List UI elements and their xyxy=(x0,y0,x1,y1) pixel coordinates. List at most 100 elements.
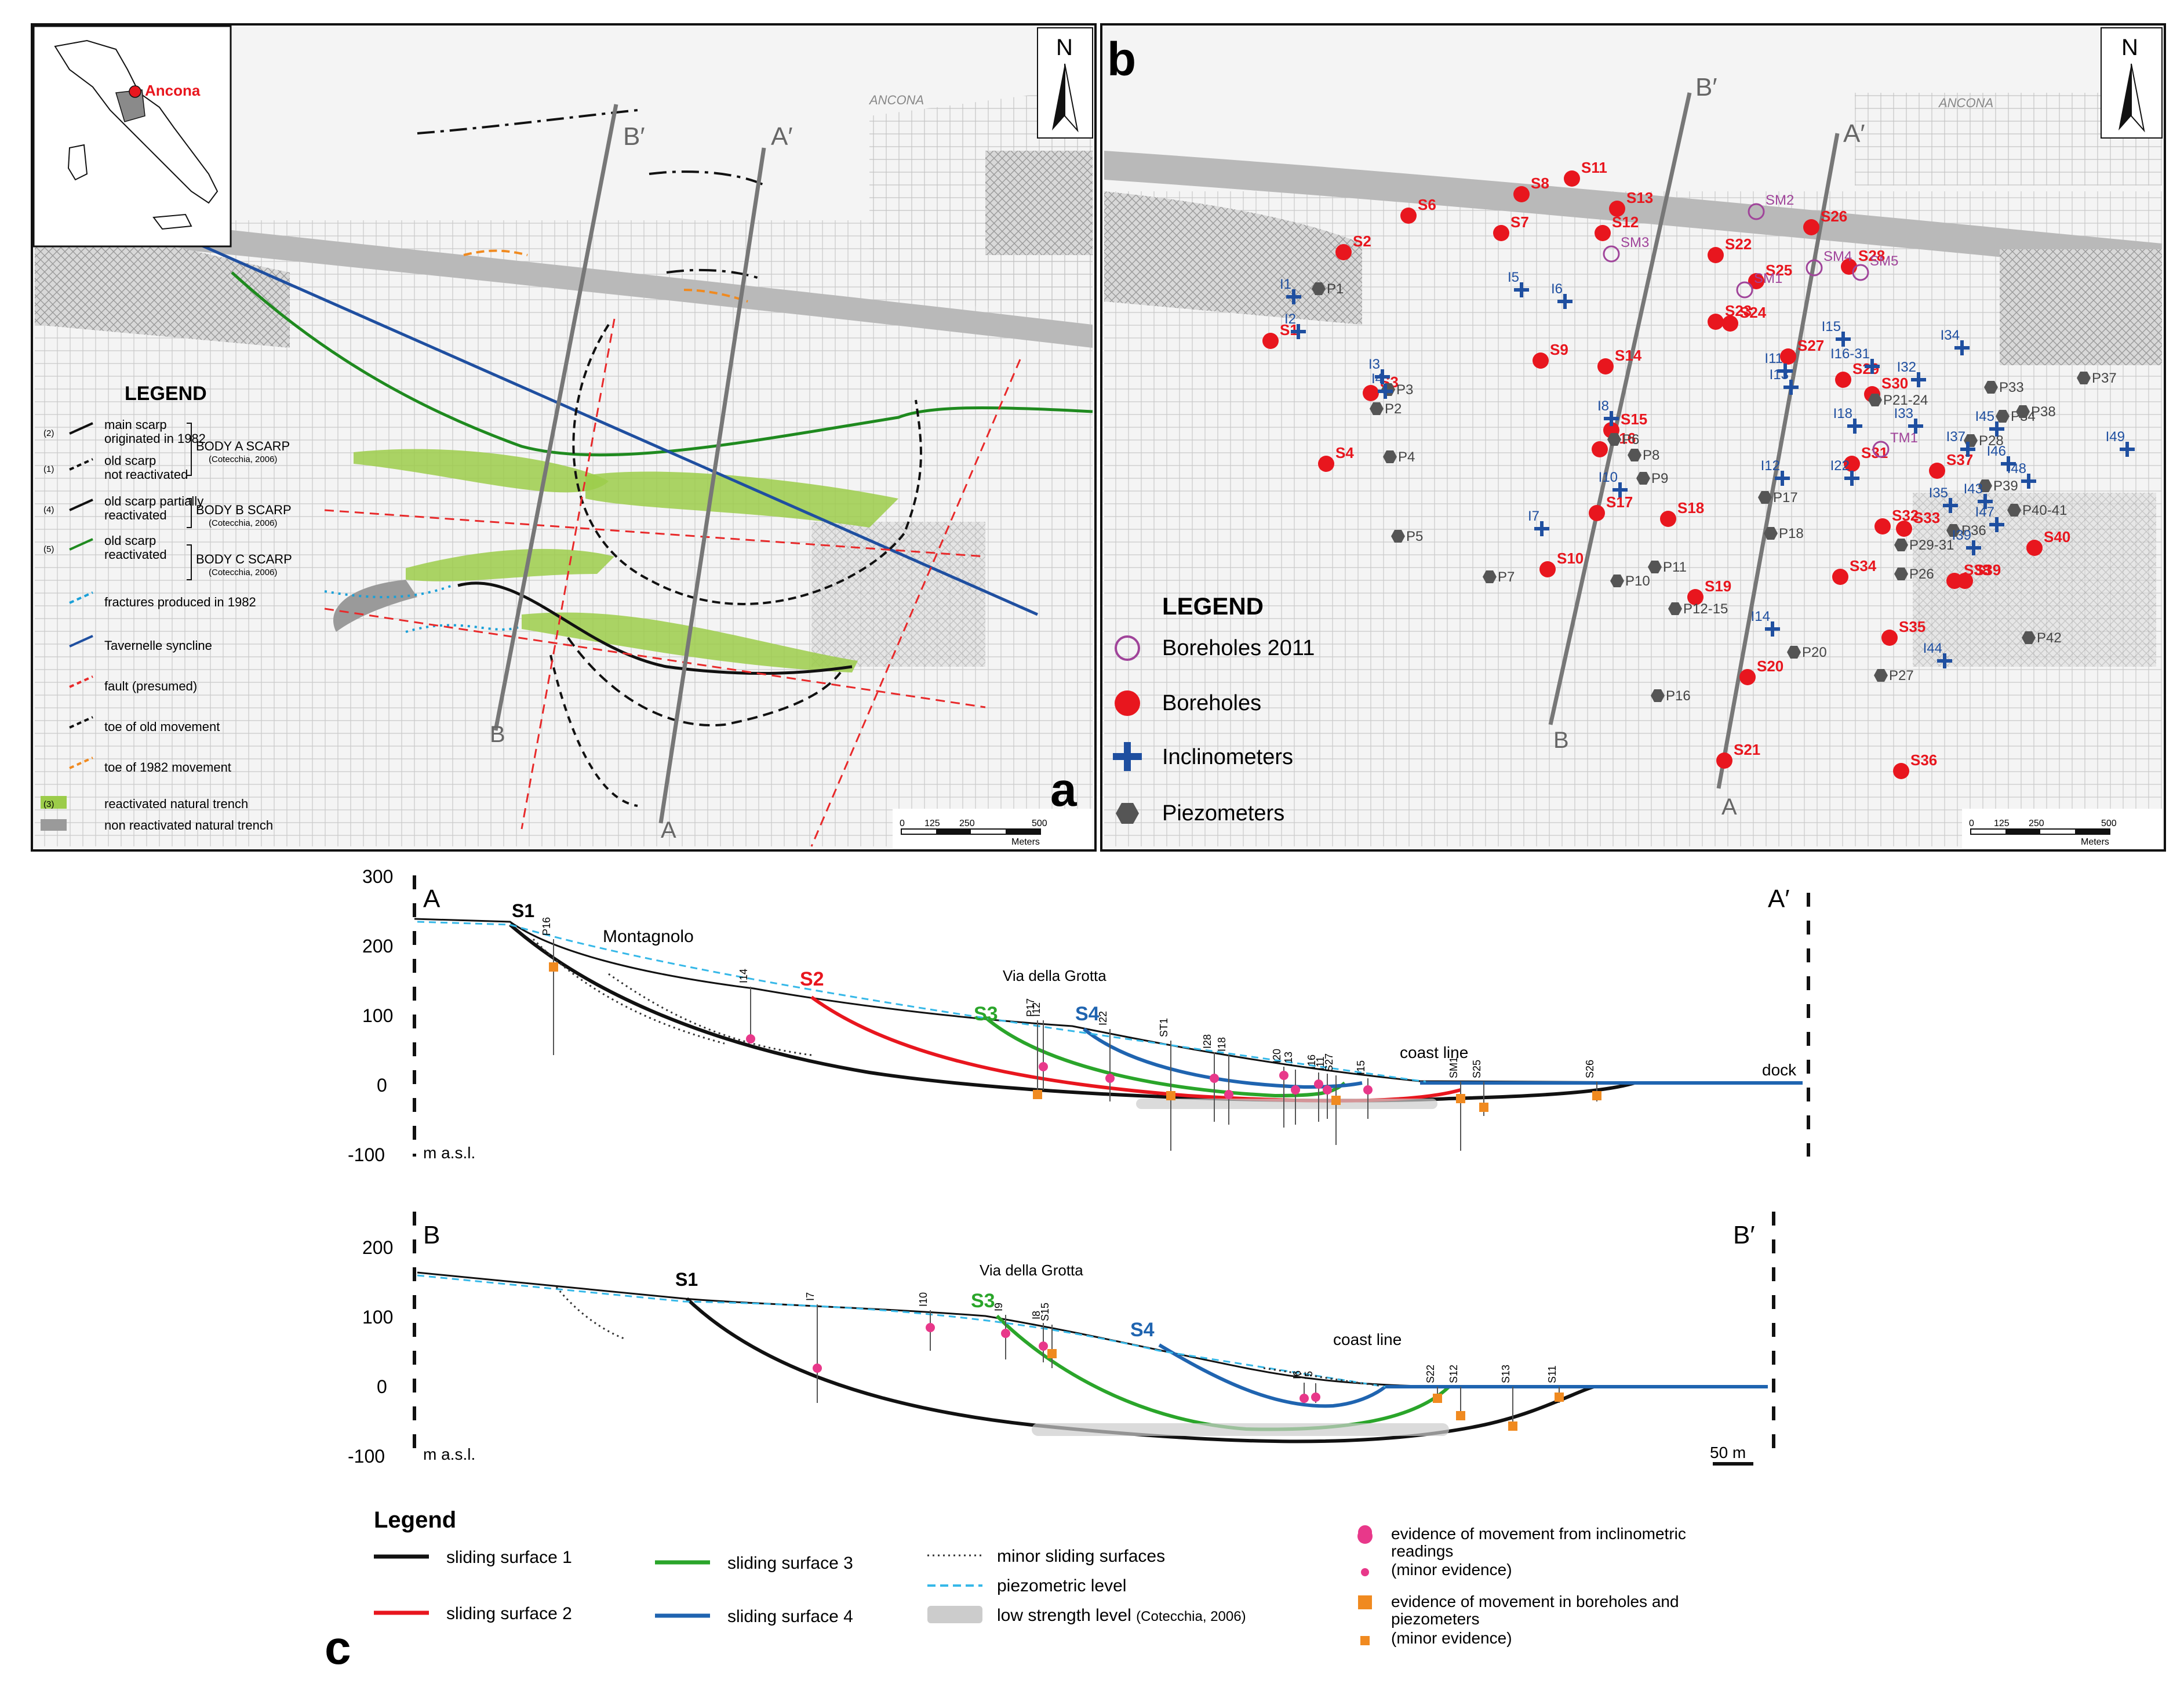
inclinometer-marker xyxy=(2021,474,2036,489)
piezometer-label: P6 xyxy=(1622,432,1639,448)
inclinometer-label: I46 xyxy=(1987,443,2006,459)
piezometer-marker xyxy=(1607,433,1621,446)
instrument-label: I28 xyxy=(1202,1034,1213,1049)
incl-evidence-marker xyxy=(1001,1329,1010,1338)
piezometer-label: P2 xyxy=(1385,401,1402,417)
piezometric-level-aa xyxy=(417,921,1426,1083)
piezometer-marker xyxy=(1668,602,1682,615)
legend-panel-b: LEGEND Boreholes 2011 Boreholes Inclinom… xyxy=(1113,592,1315,826)
legend-a-line xyxy=(69,422,93,435)
incl-evidence-marker xyxy=(1291,1085,1300,1095)
legend-a-text: old scarp xyxy=(104,533,156,548)
incl-evidence-marker xyxy=(813,1364,822,1373)
piezometer-label: P12-15 xyxy=(1683,601,1728,617)
north-arrow-a: N xyxy=(1037,27,1093,139)
borehole-label: S36 xyxy=(1910,751,1937,769)
dock-label: dock xyxy=(1762,1061,1797,1079)
svg-text:500: 500 xyxy=(1032,819,1047,828)
borehole-marker xyxy=(1844,456,1860,472)
instrument-label: S13 xyxy=(1500,1365,1512,1383)
svg-text:200: 200 xyxy=(362,936,393,957)
survey-points: S1S2S3S4S6S7S8S9S10S11S12S13S14S15S16S17… xyxy=(1262,159,2135,779)
instrument-label: S15 xyxy=(1039,1303,1051,1321)
inclinometer-label: I37 xyxy=(1946,429,1965,445)
svg-text:0: 0 xyxy=(1969,819,1974,828)
borehole-marker xyxy=(1400,208,1417,224)
svg-text:250: 250 xyxy=(2029,819,2044,828)
piezometer-marker xyxy=(1391,530,1405,543)
legend-a-text: reactivated xyxy=(104,547,167,562)
legend-b-item-2: Inclinometers xyxy=(1162,745,1293,769)
piezometer-label: P36 xyxy=(1961,523,1986,539)
bore-evidence-marker xyxy=(1433,1394,1442,1403)
section-bb-right-label: B′ xyxy=(1733,1221,1755,1249)
bore-evidence-marker xyxy=(549,962,558,972)
borehole-symbol xyxy=(1115,690,1140,716)
legend-a-text: originated in 1982 xyxy=(104,431,206,446)
instrument-label: I10 xyxy=(918,1292,929,1307)
tavernelle-syncline xyxy=(196,242,1039,616)
borehole-label: S22 xyxy=(1725,235,1752,253)
bore-evidence-marker xyxy=(1479,1103,1488,1112)
incl-minor-symbol xyxy=(1361,1568,1369,1576)
piezometer-marker xyxy=(1984,381,1998,394)
inset-city-label: Ancona xyxy=(145,82,201,99)
piezometer-label: P16 xyxy=(1666,688,1691,704)
inclinometer-label: I3 xyxy=(1368,357,1380,372)
piezometer-label: P40-41 xyxy=(2022,503,2067,518)
inclinometer-marker xyxy=(1865,359,1880,374)
borehole-marker xyxy=(1803,219,1819,235)
bore-evidence-marker xyxy=(1555,1392,1564,1402)
legend-a-num: (3) xyxy=(43,799,54,809)
piezometer-label: P4 xyxy=(1398,449,1415,465)
bore-evidence-marker xyxy=(1033,1090,1042,1099)
legend-a-item: (3) reactivated natural trench xyxy=(41,796,248,811)
piezometer-label: P5 xyxy=(1406,529,1423,544)
borehole-label: S15 xyxy=(1621,410,1647,428)
piezometer-label: P21-24 xyxy=(1883,392,1928,408)
svg-text:evidence of movement from incl: evidence of movement from inclinometric xyxy=(1391,1525,1686,1543)
legend-a-text: non reactivated natural trench xyxy=(104,818,273,832)
piezometer-marker xyxy=(1648,561,1662,573)
bore-evidence-symbol xyxy=(1358,1595,1372,1609)
borehole-label: S33 xyxy=(1913,509,1940,526)
borehole-label: S24 xyxy=(1739,304,1767,321)
sliding-surface-1-bb xyxy=(685,1297,1595,1444)
inclinometer-marker xyxy=(1514,282,1529,297)
inclinometer-label: I43 xyxy=(1964,481,1983,497)
b-label: B xyxy=(490,722,505,747)
borehole-marker xyxy=(1564,170,1580,187)
borehole-2011-label: SM2 xyxy=(1766,192,1794,208)
piezometer-marker xyxy=(1874,669,1888,682)
borehole-marker xyxy=(1513,186,1530,202)
instrument-label: I13 xyxy=(1283,1052,1294,1066)
piezometer-label: P42 xyxy=(2037,630,2062,646)
legend-b-item-3: Piezometers xyxy=(1162,801,1284,826)
borehole-marker xyxy=(1592,441,1608,457)
instrument-label: I12 xyxy=(1031,1002,1042,1017)
borehole-label: S35 xyxy=(1899,618,1925,635)
borehole-2011-symbol xyxy=(1115,635,1140,661)
incl-evidence-marker xyxy=(1311,1392,1320,1402)
borehole-label: S27 xyxy=(1797,337,1824,354)
borehole-label: S7 xyxy=(1510,213,1529,231)
svg-text:ANCONA: ANCONA xyxy=(1938,96,1993,110)
a-label: A xyxy=(661,817,676,843)
borehole-label: S21 xyxy=(1734,741,1760,758)
inclinometer-label: I22 xyxy=(1830,458,1850,474)
inclinometer-label: I32 xyxy=(1897,359,1916,375)
piezometer-label: P7 xyxy=(1498,569,1515,585)
inclinometer-label: I48 xyxy=(2007,461,2026,477)
instrument-label: S27 xyxy=(1323,1053,1335,1072)
borehole-2011-marker xyxy=(1748,203,1765,220)
legend-a-item: non reactivated natural trench xyxy=(41,818,273,832)
italy-inset-map: Ancona xyxy=(32,25,232,248)
bore-evidence-marker xyxy=(1047,1349,1057,1358)
borehole-label: S9 xyxy=(1550,341,1568,358)
borehole-label: S19 xyxy=(1705,577,1731,595)
inclinometer-label: I11 xyxy=(1764,351,1783,366)
instrument-label: I8 xyxy=(1031,1311,1042,1319)
borehole-2011-label: SM3 xyxy=(1621,235,1649,250)
